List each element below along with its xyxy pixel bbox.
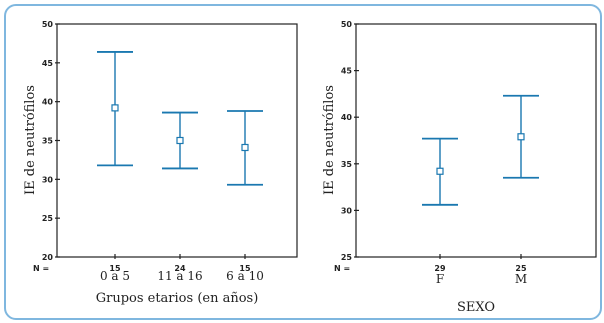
n-value: 24 — [174, 264, 186, 273]
x-axis-label: Grupos etarios (en años) — [96, 291, 259, 306]
n-label: N = — [33, 264, 49, 273]
mean-marker — [111, 104, 119, 112]
n-value: 15 — [239, 264, 251, 273]
y-tick-label: 35 — [42, 137, 54, 146]
category-label: M — [515, 272, 527, 286]
y-axis-label: IE de neutrófilos — [23, 85, 38, 195]
mean-marker — [436, 167, 444, 175]
y-tick-label: 25 — [341, 253, 353, 262]
category-label: 6 a 10 — [226, 269, 264, 283]
n-value: 25 — [515, 264, 527, 273]
y-tick-label: 20 — [42, 253, 54, 262]
y-axis-label: IE de neutrófilos — [322, 85, 337, 195]
n-label: N = — [334, 264, 350, 273]
y-tick-label: 45 — [341, 67, 353, 76]
plot-area — [355, 23, 597, 258]
y-tick-label: 35 — [341, 160, 353, 169]
n-value: 15 — [109, 264, 121, 273]
figure-frame — [4, 4, 602, 320]
y-tick-label: 30 — [341, 206, 353, 215]
mean-marker — [517, 133, 525, 141]
mean-marker — [176, 136, 184, 145]
mean-marker — [241, 143, 249, 152]
category-label: 11 a 16 — [157, 269, 202, 283]
y-tick-label: 25 — [42, 214, 54, 223]
y-tick-label: 40 — [42, 98, 54, 107]
y-tick-label: 30 — [42, 175, 54, 184]
y-tick-label: 40 — [341, 113, 353, 122]
category-label: 0 a 5 — [100, 269, 130, 283]
y-tick-label: 45 — [42, 59, 54, 68]
y-tick-label: 50 — [42, 20, 54, 29]
x-axis-label: SEXO — [457, 300, 495, 315]
category-label: F — [436, 272, 444, 286]
y-tick-label: 50 — [341, 20, 353, 29]
n-value: 29 — [434, 264, 446, 273]
